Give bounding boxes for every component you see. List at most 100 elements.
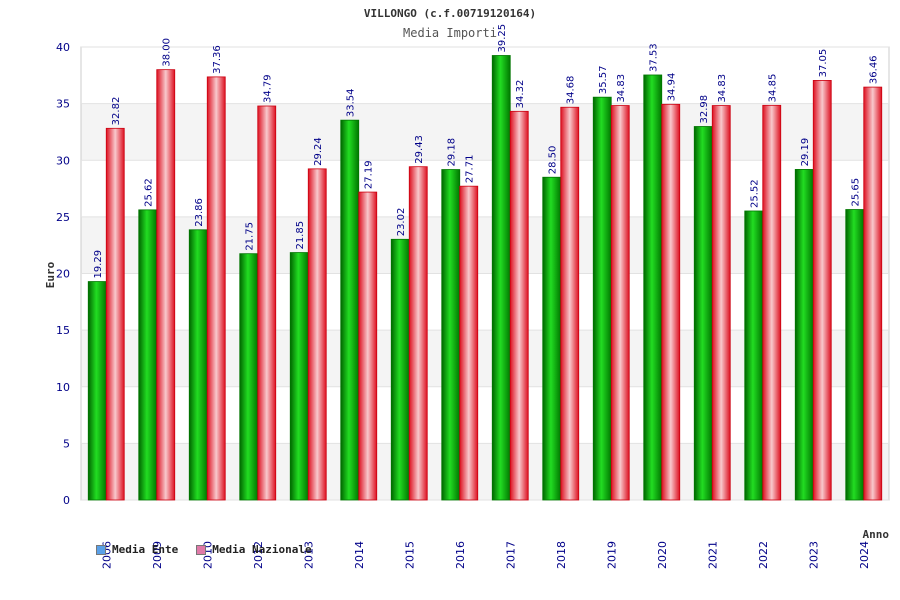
- bar-media-ente-2018: [542, 176, 562, 501]
- x-tick-label: 2022: [757, 541, 770, 569]
- value-label: 23.02: [396, 208, 407, 237]
- x-tick-label: 2024: [858, 541, 871, 569]
- bar-media-ente-2023: [794, 169, 814, 501]
- legend-swatch-media-ente: [96, 544, 106, 555]
- value-label: 37.05: [818, 49, 829, 78]
- x-tick-label: 2009: [151, 541, 164, 569]
- x-tick-label: 2018: [555, 541, 568, 569]
- legend-item-media-ente: Media Ente: [96, 543, 178, 556]
- bar-media-ente-2012: [239, 253, 259, 501]
- value-label: 27.19: [364, 160, 375, 189]
- bar-media-nazionale-2023: [812, 80, 832, 501]
- bar-media-ente-2020: [643, 74, 663, 501]
- x-axis: 2006 2009 2010 2012 2013 2014 2015 2016 2017 2018…: [100, 541, 871, 569]
- bar-media-ente-2015: [390, 238, 410, 501]
- bar-media-nazionale-2009: [156, 69, 176, 501]
- value-label: 29.24: [313, 137, 324, 166]
- y-tick-label: 0: [63, 494, 70, 507]
- bar-media-nazionale-2018: [560, 106, 580, 501]
- x-tick-label: 2020: [656, 541, 669, 569]
- value-label: 38.00: [162, 38, 173, 67]
- legend: Media Ente Media Nazionale: [96, 543, 312, 556]
- bar-media-ente-2016: [441, 169, 461, 501]
- y-tick-label: 15: [56, 324, 70, 337]
- bar-media-nazionale-2012: [257, 105, 277, 501]
- legend-label-media-nazionale: Media Nazionale: [212, 543, 312, 556]
- value-label: 34.32: [515, 80, 526, 109]
- value-label: 32.98: [699, 95, 710, 124]
- bar-media-ente-2010: [188, 229, 208, 501]
- value-label: 34.83: [616, 74, 627, 103]
- bar-media-ente-2013: [289, 252, 309, 501]
- bar-media-ente-2019: [592, 96, 612, 501]
- value-label: 27.71: [465, 155, 476, 184]
- x-tick-label: 2019: [605, 541, 618, 569]
- bar-media-ente-2022: [744, 210, 764, 501]
- value-label: 28.50: [548, 146, 559, 175]
- value-label: 21.85: [295, 221, 306, 250]
- value-label: 25.52: [750, 179, 761, 208]
- bar-media-nazionale-2010: [206, 76, 226, 501]
- value-label: 29.18: [447, 138, 458, 167]
- bar-media-nazionale-2015: [408, 166, 428, 501]
- bar-media-nazionale-2020: [661, 103, 681, 501]
- value-label: 25.65: [851, 178, 862, 207]
- bar-media-ente-2021: [693, 126, 713, 501]
- value-label: 25.62: [144, 178, 155, 207]
- y-axis-label: Euro: [44, 261, 57, 288]
- bar-media-nazionale-2024: [863, 86, 883, 501]
- x-tick-label: 2016: [454, 541, 467, 569]
- bar-media-nazionale-2022: [762, 104, 782, 501]
- x-tick-label: 2021: [706, 541, 719, 569]
- bar-media-nazionale-2016: [459, 185, 479, 501]
- x-tick-label: 2017: [504, 541, 517, 569]
- chart-subtitle: Media Importi: [403, 26, 497, 40]
- chart-title: VILLONGO (c.f.00719120164): [364, 7, 536, 20]
- value-label: 37.36: [212, 45, 223, 74]
- value-label: 34.68: [566, 76, 577, 105]
- bar-media-ente-2017: [491, 55, 511, 501]
- x-tick-label: 2023: [807, 541, 820, 569]
- bar-media-ente-2009: [138, 209, 158, 501]
- legend-swatch-media-nazionale: [196, 544, 207, 555]
- y-tick-label: 30: [56, 154, 70, 167]
- y-tick-label: 5: [63, 437, 70, 450]
- value-label: 35.57: [598, 66, 609, 95]
- value-label: 29.19: [800, 138, 811, 167]
- value-label: 23.86: [194, 198, 205, 227]
- bar-media-nazionale-2019: [610, 105, 630, 501]
- value-label: 29.43: [414, 135, 425, 164]
- bar-media-nazionale-2013: [307, 168, 327, 501]
- y-axis: 0 5 10 15 20 25 30 35 40: [56, 41, 70, 507]
- x-tick-label: 2015: [403, 541, 416, 569]
- y-tick-label: 10: [56, 381, 70, 394]
- bar-media-ente-2006: [87, 281, 107, 501]
- legend-item-media-nazionale: Media Nazionale: [196, 543, 312, 556]
- bar-media-nazionale-2021: [711, 105, 731, 501]
- bar-media-nazionale-2006: [105, 127, 125, 501]
- value-label: 34.94: [667, 73, 678, 102]
- bar-media-nazionale-2017: [509, 110, 529, 501]
- value-label: 21.75: [245, 222, 256, 251]
- y-tick-label: 35: [56, 98, 70, 111]
- value-label: 34.83: [717, 74, 728, 103]
- x-tick-label: 2014: [353, 541, 366, 569]
- bar-media-ente-2014: [340, 119, 360, 501]
- value-label: 37.53: [649, 43, 660, 72]
- value-labels: 19.29 32.82 25.62 38.00 23.86 37.36 21.75 34.79…: [93, 24, 880, 279]
- value-label: 19.29: [93, 250, 104, 279]
- bars-group: [87, 55, 883, 501]
- value-label: 34.79: [263, 74, 274, 103]
- value-label: 33.54: [346, 89, 357, 118]
- value-label: 32.82: [111, 97, 122, 126]
- x-tick-label: 2012: [252, 541, 265, 569]
- x-axis-label: Anno: [863, 528, 890, 541]
- legend-label-media-ente: Media Ente: [112, 543, 179, 556]
- bar-media-ente-2024: [845, 209, 865, 501]
- y-tick-label: 20: [56, 268, 70, 281]
- y-tick-label: 25: [56, 211, 70, 224]
- y-tick-label: 40: [56, 41, 70, 54]
- x-tick-label: 2013: [302, 541, 315, 569]
- value-label: 34.85: [768, 74, 779, 103]
